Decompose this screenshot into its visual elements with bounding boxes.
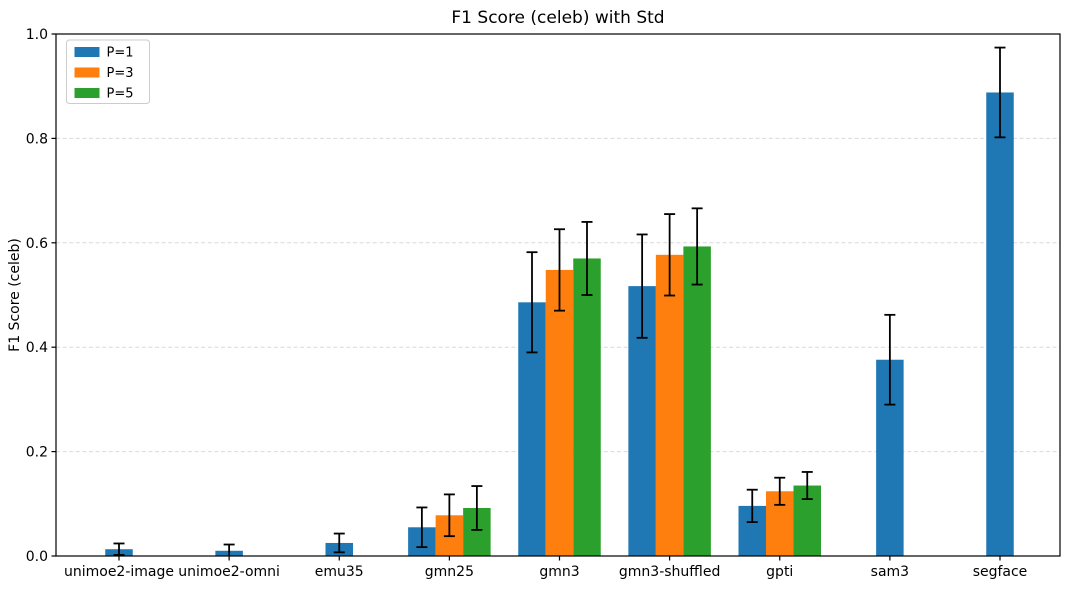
bar (655, 254, 684, 556)
bar (986, 92, 1014, 557)
legend-swatch (74, 88, 100, 98)
x-tick-label: unimoe2-omni (178, 564, 280, 580)
legend-label: P=5 (107, 87, 134, 102)
x-tick-label: gmn3-shuffled (619, 564, 720, 580)
legend-swatch (74, 47, 100, 57)
x-tick-label: gpti (766, 564, 793, 580)
chart-title: F1 Score (celeb) with Std (451, 8, 665, 28)
x-tick-label: gmn3 (539, 564, 579, 580)
y-tick-label: 0.2 (26, 445, 48, 461)
y-tick-label: 1.0 (26, 27, 48, 43)
y-tick-label: 0.6 (26, 236, 48, 252)
y-tick-label: 0.0 (26, 549, 48, 565)
bar (683, 246, 711, 557)
y-tick-label: 0.4 (26, 340, 48, 356)
legend-swatch (74, 67, 100, 78)
x-tick-label: segface (973, 564, 1028, 580)
legend-label: P=3 (107, 66, 134, 81)
bar (545, 269, 574, 556)
bar (573, 258, 601, 556)
y-tick-label: 0.8 (26, 131, 48, 147)
x-tick-label: unimoe2-image (64, 564, 174, 580)
x-tick-label: sam3 (871, 564, 909, 580)
x-tick-label: emu35 (315, 564, 364, 580)
legend-label: P=1 (107, 46, 134, 61)
axes-spines (55, 33, 1061, 557)
x-tick-label: gmn25 (425, 564, 474, 580)
